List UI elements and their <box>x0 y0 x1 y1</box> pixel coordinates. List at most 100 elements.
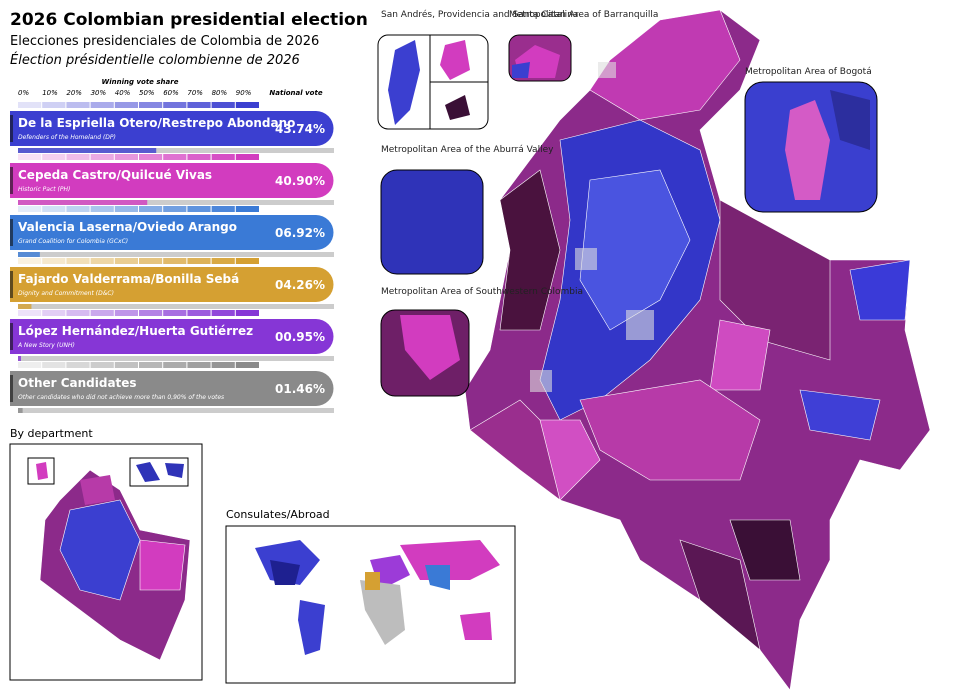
legend-swatch <box>235 310 259 316</box>
legend-tick: 80% <box>212 89 228 97</box>
inset-marker <box>626 310 654 340</box>
legend-swatch <box>163 362 187 368</box>
share-bar <box>18 304 32 309</box>
legend-swatch <box>66 154 90 160</box>
legend-swatch <box>163 206 187 212</box>
department-map <box>9 443 203 681</box>
share-track <box>18 200 334 205</box>
share-bar <box>18 408 23 413</box>
legend-swatch <box>139 102 163 108</box>
subtitle: Élection présidentielle colombienne de 2… <box>10 52 300 68</box>
legend-tick: 0% <box>18 89 29 97</box>
candidate-accent <box>10 271 13 298</box>
candidate-box <box>10 163 334 198</box>
candidate-name: De la Espriella Otero/Restrepo Abondano <box>18 116 295 130</box>
legend-swatch <box>114 258 138 264</box>
candidate-box <box>10 267 334 302</box>
share-track <box>18 148 334 153</box>
candidate-name: Cepeda Castro/Quilcué Vivas <box>18 168 212 182</box>
candidate-accent <box>10 115 13 142</box>
legend-swatch <box>66 258 90 264</box>
national-share: 04.26% <box>275 278 325 292</box>
legend-swatch <box>42 362 66 368</box>
legend-swatch <box>42 102 66 108</box>
subtitle: Elecciones presidenciales de Colombia de… <box>10 34 319 49</box>
national-share: 43.74% <box>275 122 325 136</box>
party-name: Other candidates who did not achieve mor… <box>18 394 224 401</box>
inset-label: Metropolitan Area of Southwestern Colomb… <box>381 287 583 297</box>
legend-swatch <box>163 258 187 264</box>
legend-swatch <box>90 206 114 212</box>
legend-swatch <box>139 258 163 264</box>
aburra-inset <box>380 169 484 275</box>
legend-swatch <box>139 310 163 316</box>
share-bar <box>18 356 22 361</box>
legend-swatch <box>163 102 187 108</box>
legend-swatch <box>163 154 187 160</box>
candidate-name: López Hernández/Huerta Gutiérrez <box>18 324 253 338</box>
share-track <box>18 408 334 413</box>
candidate-box <box>10 111 334 146</box>
panel-label: By department <box>10 427 93 440</box>
candidate-accent <box>10 323 13 350</box>
share-track <box>18 304 334 309</box>
inset-marker <box>575 248 597 270</box>
legend-swatch <box>18 310 42 316</box>
legend-swatch <box>187 310 211 316</box>
candidate-box <box>10 215 334 250</box>
legend-tick: 90% <box>236 89 252 97</box>
panel-label: Consulates/Abroad <box>226 508 330 521</box>
candidate-name: Fajardo Valderrama/Bonilla Sebá <box>18 272 239 286</box>
legend-swatch <box>90 310 114 316</box>
legend-tick: 20% <box>66 89 82 97</box>
party-name: Grand Coalition for Colombia (GCxC) <box>18 238 128 245</box>
legend-tick: 50% <box>139 89 155 97</box>
colombia-map <box>464 9 931 691</box>
bogota-inset <box>744 81 878 213</box>
legend-swatch <box>18 206 42 212</box>
legend-swatch <box>211 154 235 160</box>
inset-marker <box>530 370 552 392</box>
legend-swatch <box>90 102 114 108</box>
title: 2026 Colombian presidential election <box>10 10 368 30</box>
candidate-accent <box>10 219 13 246</box>
legend-tick: 10% <box>42 89 58 97</box>
candidate-accent <box>10 375 13 402</box>
legend-tick: 30% <box>91 89 107 97</box>
legend-swatch <box>139 154 163 160</box>
share-bar <box>18 252 40 257</box>
legend-swatch <box>114 362 138 368</box>
legend-swatch <box>187 154 211 160</box>
legend-swatch <box>42 310 66 316</box>
legend-tick: 70% <box>187 89 203 97</box>
legend-swatch <box>114 154 138 160</box>
national-share: 06.92% <box>275 226 325 240</box>
candidate-name: Valencia Laserna/Oviedo Arango <box>18 220 237 234</box>
legend-swatch <box>139 362 163 368</box>
legend-swatch <box>90 258 114 264</box>
legend-swatch <box>42 206 66 212</box>
legend-swatch <box>66 362 90 368</box>
legend-swatch <box>235 102 259 108</box>
legend-swatch <box>235 206 259 212</box>
legend-swatch <box>66 206 90 212</box>
party-name: Dignity and Commitment (D&C) <box>18 290 114 297</box>
legend-swatch <box>235 362 259 368</box>
legend-swatch <box>18 362 42 368</box>
candidate-name: Other Candidates <box>18 376 137 390</box>
legend-title: Winning vote share <box>102 78 179 86</box>
share-track <box>18 252 334 257</box>
legend-swatch <box>114 206 138 212</box>
legend-swatch <box>66 310 90 316</box>
legend-swatch <box>211 102 235 108</box>
san-andres-inset <box>377 34 489 130</box>
legend-swatch <box>187 362 211 368</box>
national-share: 00.95% <box>275 330 325 344</box>
inset-label: Metropolitan Area of Bogotá <box>745 67 872 77</box>
legend-swatch <box>66 102 90 108</box>
share-bar <box>18 200 148 205</box>
legend-swatch <box>235 154 259 160</box>
legend-swatch <box>90 362 114 368</box>
legend-swatch <box>235 258 259 264</box>
inset-label: San Andrés, Providencia and Santa Catali… <box>381 9 578 20</box>
